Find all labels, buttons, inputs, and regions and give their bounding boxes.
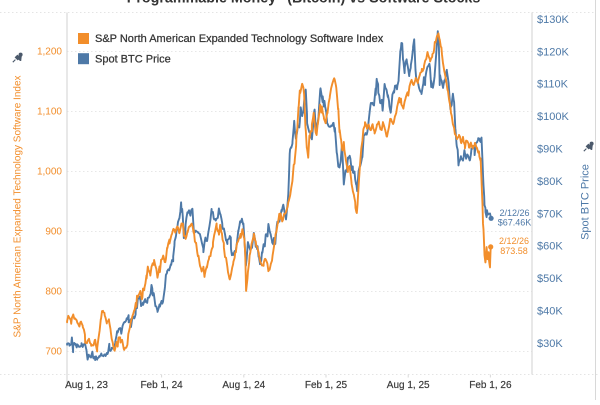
svg-text:S&P North American Expanded Te: S&P North American Expanded Technology S… xyxy=(13,75,24,337)
svg-text:$120K: $120K xyxy=(537,46,569,58)
svg-text:$67.46K: $67.46K xyxy=(498,218,532,228)
svg-text:$80K: $80K xyxy=(537,176,563,188)
svg-text:Feb 1, 24: Feb 1, 24 xyxy=(140,380,183,391)
svg-text:1,100: 1,100 xyxy=(37,107,62,118)
svg-text:$40K: $40K xyxy=(537,306,563,318)
svg-text:Aug 1, 23: Aug 1, 23 xyxy=(65,380,108,391)
svg-text:1,200: 1,200 xyxy=(37,47,62,58)
svg-text:$70K: $70K xyxy=(537,208,563,220)
svg-text:$60K: $60K xyxy=(537,241,563,253)
svg-text:900: 900 xyxy=(45,227,62,238)
svg-text:873.58: 873.58 xyxy=(500,246,528,256)
svg-text:2/12/26: 2/12/26 xyxy=(499,208,529,218)
svg-text:Feb 1, 26: Feb 1, 26 xyxy=(469,380,512,391)
svg-text:$90K: $90K xyxy=(537,144,563,156)
svg-text:Aug 1, 24: Aug 1, 24 xyxy=(222,380,265,391)
svg-text:$110K: $110K xyxy=(537,79,569,91)
svg-text:Feb 1, 25: Feb 1, 25 xyxy=(305,380,348,391)
svg-text:$130K: $130K xyxy=(537,14,569,26)
svg-text:Aug 1, 25: Aug 1, 25 xyxy=(387,380,430,391)
svg-text:2/12/26: 2/12/26 xyxy=(499,236,529,246)
svg-text:$30K: $30K xyxy=(537,338,563,350)
svg-text:Spot BTC Price: Spot BTC Price xyxy=(95,53,171,65)
svg-text:700: 700 xyxy=(45,347,62,358)
svg-text:1,000: 1,000 xyxy=(37,167,62,178)
svg-text:S&P North American Expanded Te: S&P North American Expanded Technology S… xyxy=(95,33,384,45)
svg-text:$50K: $50K xyxy=(537,273,563,285)
svg-text:Spot BTC Price: Spot BTC Price xyxy=(580,164,592,240)
svg-text:$100K: $100K xyxy=(537,111,569,123)
svg-text:“Programmable Money” (Bitcoin): “Programmable Money” (Bitcoin) vs Softwa… xyxy=(120,0,481,6)
svg-text:800: 800 xyxy=(45,287,62,298)
